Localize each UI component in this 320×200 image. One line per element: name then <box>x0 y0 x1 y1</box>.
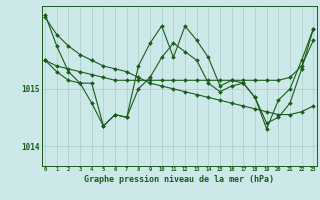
X-axis label: Graphe pression niveau de la mer (hPa): Graphe pression niveau de la mer (hPa) <box>84 175 274 184</box>
